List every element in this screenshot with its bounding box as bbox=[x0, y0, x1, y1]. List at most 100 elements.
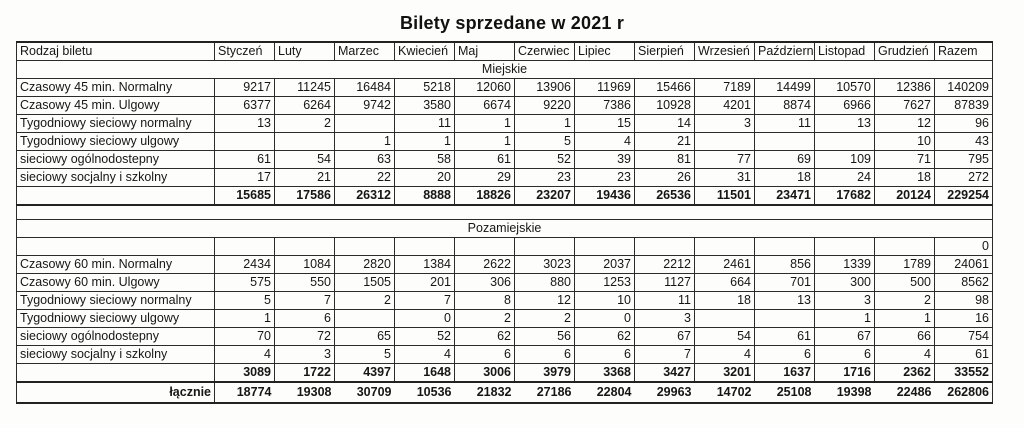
value-cell: 3089 bbox=[214, 363, 275, 383]
value-cell: 500 bbox=[874, 273, 935, 292]
value-cell: 6 bbox=[514, 345, 575, 364]
value-cell: 6264 bbox=[274, 96, 335, 115]
value-cell: 18826 bbox=[454, 186, 515, 206]
value-cell: 3 bbox=[814, 291, 875, 310]
header-rodzaj-biletu: Rodzaj biletu bbox=[16, 41, 215, 61]
header-col: Listopad bbox=[814, 41, 875, 61]
value-cell: 1789 bbox=[874, 255, 935, 274]
value-cell: 72 bbox=[274, 327, 335, 346]
row-label bbox=[16, 186, 215, 206]
value-cell: 54 bbox=[274, 150, 335, 169]
value-cell: 3580 bbox=[394, 96, 455, 115]
value-cell: 26312 bbox=[334, 186, 395, 206]
value-cell: 5 bbox=[214, 291, 275, 310]
value-cell: 11 bbox=[754, 114, 815, 133]
value-cell: 6 bbox=[274, 309, 335, 328]
row-label bbox=[16, 363, 215, 383]
row-label: Czasowy 60 min. Ulgowy bbox=[16, 273, 215, 292]
value-cell: 2 bbox=[514, 309, 575, 328]
value-cell: 70 bbox=[214, 327, 275, 346]
value-cell bbox=[814, 237, 875, 256]
data-row: sieciowy socjalny i szkolny 17 21 22 20 29 23 2… bbox=[16, 168, 993, 187]
value-cell: 54 bbox=[694, 327, 755, 346]
value-cell: 701 bbox=[754, 273, 815, 292]
header-col: Wrzesień bbox=[694, 41, 755, 61]
value-cell: 19436 bbox=[574, 186, 635, 206]
data-row: sieciowy ogólnodostepny 70 72 65 52 62 56 62 67 5… bbox=[16, 327, 993, 346]
value-cell: 0 bbox=[934, 237, 993, 256]
header-col: Maj bbox=[454, 41, 515, 61]
row-label: Czasowy 60 min. Normalny bbox=[16, 255, 215, 274]
section-band-label: Pozamiejskie bbox=[16, 219, 993, 238]
value-cell: 23471 bbox=[754, 186, 815, 206]
value-cell: 6 bbox=[754, 345, 815, 364]
value-cell: 24061 bbox=[934, 255, 993, 274]
value-cell: 69 bbox=[754, 150, 815, 169]
value-cell: 81 bbox=[634, 150, 695, 169]
value-cell: 61 bbox=[934, 345, 993, 364]
value-cell: 61 bbox=[454, 150, 515, 169]
value-cell: 1 bbox=[454, 114, 515, 133]
value-cell: 65 bbox=[334, 327, 395, 346]
row-label: sieciowy socjalny i szkolny bbox=[16, 345, 215, 364]
value-cell: 23 bbox=[574, 168, 635, 187]
value-cell bbox=[514, 237, 575, 256]
value-cell bbox=[694, 237, 755, 256]
value-cell: 10928 bbox=[634, 96, 695, 115]
value-cell: 3979 bbox=[514, 363, 575, 383]
value-cell: 15466 bbox=[634, 78, 695, 97]
header-col: Luty bbox=[274, 41, 335, 61]
value-cell: 62 bbox=[454, 327, 515, 346]
value-cell: 6 bbox=[574, 345, 635, 364]
value-cell: 6966 bbox=[814, 96, 875, 115]
empty-data-row: 0 bbox=[16, 237, 993, 256]
value-cell bbox=[454, 237, 515, 256]
value-cell: 13 bbox=[214, 114, 275, 133]
section-subtotal-row: 3089 1722 4397 1648 3006 3979 3368 3427 3201 1637… bbox=[16, 363, 993, 383]
value-cell: 4 bbox=[394, 345, 455, 364]
value-cell: 7 bbox=[274, 291, 335, 310]
value-cell: 11 bbox=[394, 114, 455, 133]
value-cell: 17682 bbox=[814, 186, 875, 206]
value-cell: 10 bbox=[874, 132, 935, 151]
value-cell: 22804 bbox=[574, 381, 635, 404]
section-band-label: Miejskie bbox=[16, 60, 993, 79]
page-title: Bilety sprzedane w 2021 r bbox=[399, 13, 625, 33]
value-cell: 1339 bbox=[814, 255, 875, 274]
value-cell: 29963 bbox=[634, 381, 695, 404]
value-cell: 2362 bbox=[874, 363, 935, 383]
value-cell bbox=[214, 237, 275, 256]
value-cell: 26536 bbox=[634, 186, 695, 206]
value-cell: 3201 bbox=[694, 363, 755, 383]
row-label: Czasowy 45 min. Ulgowy bbox=[16, 96, 215, 115]
header-row: Rodzaj biletu Styczeń Luty Marzec Kwiecień Ma… bbox=[16, 41, 993, 61]
value-cell: 11245 bbox=[274, 78, 335, 97]
value-cell: 7 bbox=[394, 291, 455, 310]
value-cell: 1637 bbox=[754, 363, 815, 383]
section-band: Pozamiejskie bbox=[16, 219, 993, 238]
value-cell: 109 bbox=[814, 150, 875, 169]
header-col: Marzec bbox=[334, 41, 395, 61]
value-cell: 20 bbox=[394, 168, 455, 187]
value-cell: 12 bbox=[514, 291, 575, 310]
value-cell: 14499 bbox=[754, 78, 815, 97]
value-cell: 1722 bbox=[274, 363, 335, 383]
value-cell: 7 bbox=[634, 345, 695, 364]
header-col: Październi bbox=[754, 41, 815, 61]
value-cell: 14702 bbox=[694, 381, 755, 404]
value-cell bbox=[334, 309, 395, 328]
row-label: Tygodniowy sieciowy ulgowy bbox=[16, 132, 215, 151]
value-cell: 1648 bbox=[394, 363, 455, 383]
value-cell: 272 bbox=[934, 168, 993, 187]
spacer-row bbox=[16, 204, 993, 220]
value-cell: 3023 bbox=[514, 255, 575, 274]
value-cell: 6 bbox=[814, 345, 875, 364]
value-cell bbox=[814, 132, 875, 151]
value-cell: 3006 bbox=[454, 363, 515, 383]
value-cell: 2820 bbox=[334, 255, 395, 274]
row-label: sieciowy ogólnodostepny bbox=[16, 150, 215, 169]
value-cell: 18 bbox=[694, 291, 755, 310]
value-cell: 4 bbox=[694, 345, 755, 364]
data-row: sieciowy ogólnodostepny 61 54 63 58 61 52 39 81 7… bbox=[16, 150, 993, 169]
value-cell: 24 bbox=[814, 168, 875, 187]
